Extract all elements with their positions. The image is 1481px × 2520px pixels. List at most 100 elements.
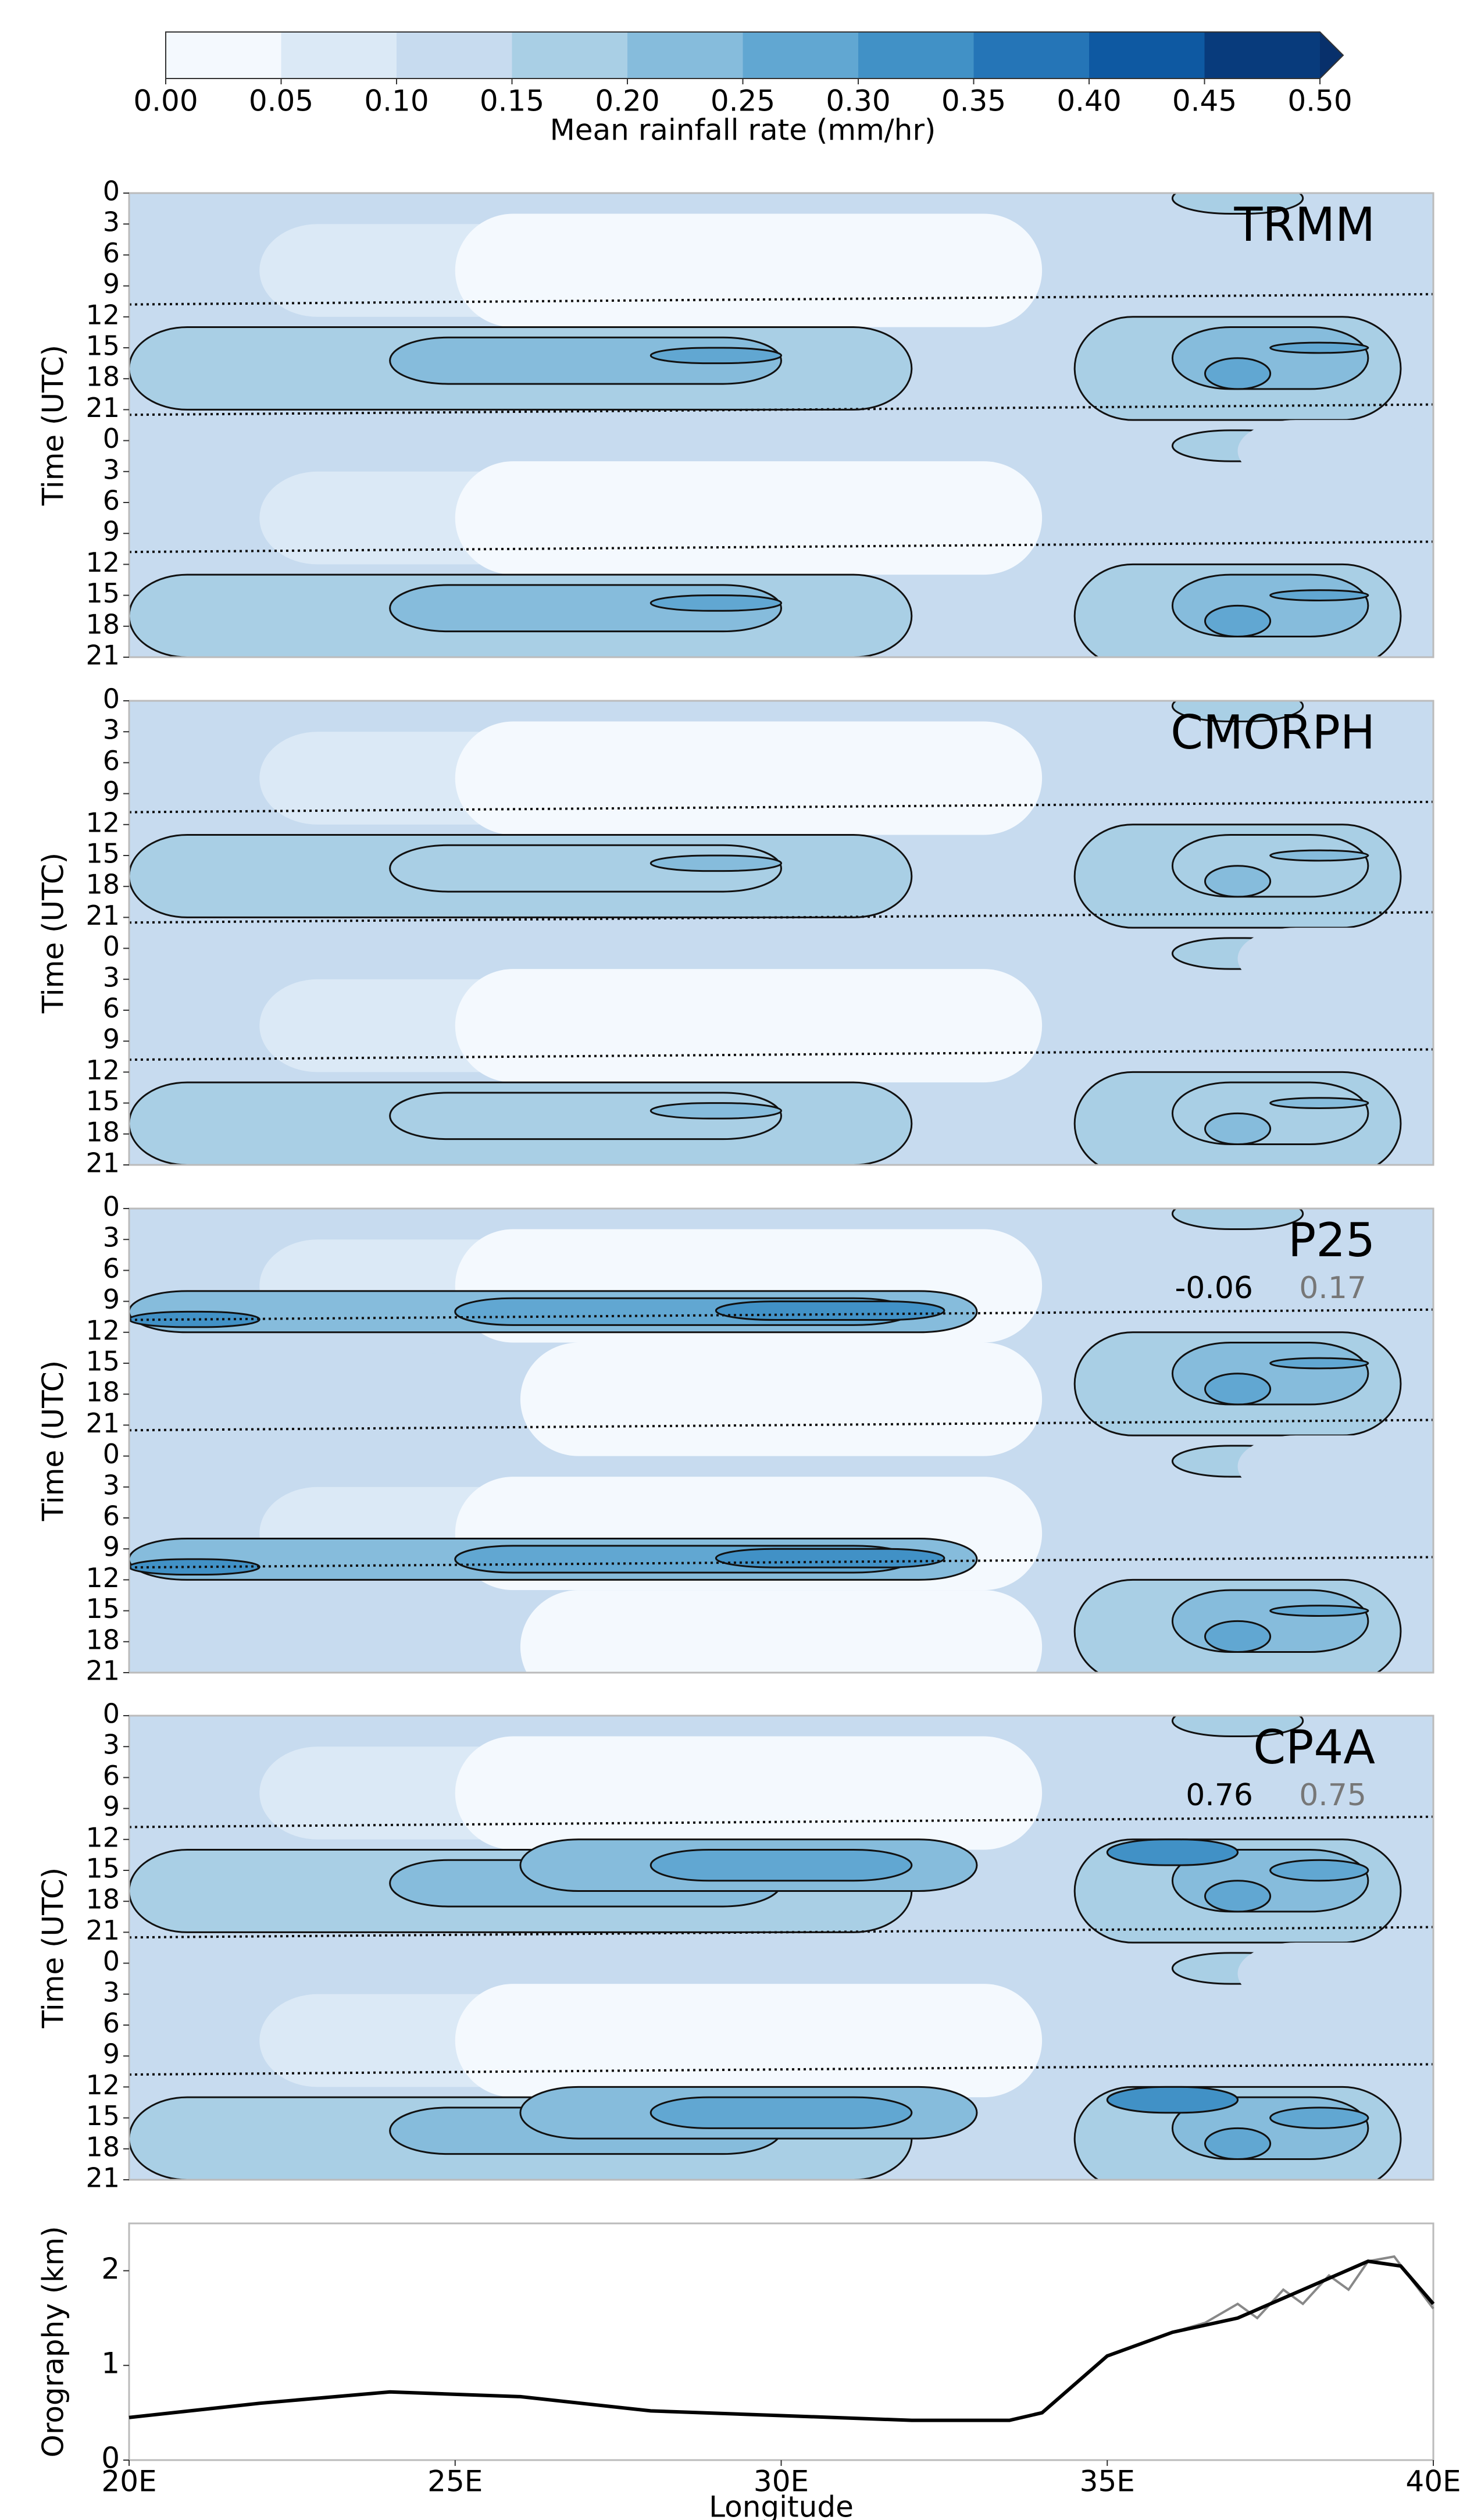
terminator-line	[129, 1048, 1433, 1061]
field-region	[1204, 865, 1272, 898]
y-axis-label: Time (UTC)	[37, 853, 70, 1014]
field-region	[1237, 1435, 1433, 1498]
field-region	[650, 854, 782, 872]
field-region	[1269, 341, 1369, 354]
color-level	[858, 32, 974, 79]
color-level	[743, 32, 858, 79]
color-level	[512, 32, 627, 79]
colorbar-tick-label: 0.05	[249, 84, 313, 118]
y-tick-label: 3	[103, 454, 120, 485]
y-tick-label: 2	[101, 2252, 120, 2286]
terminator-line	[129, 293, 1433, 306]
y-tick-label: 6	[103, 1760, 120, 1791]
field	[129, 701, 1433, 1165]
y-tick-label: 6	[103, 745, 120, 776]
field-region	[1171, 193, 1304, 215]
panel-frame	[128, 700, 1434, 1166]
y-tick-label: 3	[103, 206, 120, 238]
field-region	[715, 1300, 945, 1321]
panel-frame	[128, 1207, 1434, 1674]
color-level	[627, 32, 743, 79]
y-tick-label: 15	[85, 578, 120, 609]
terminator-line	[129, 800, 1433, 814]
y-tick-label: 6	[103, 1253, 120, 1284]
colorbar-tick-label: 0.50	[1287, 84, 1352, 118]
field-region	[650, 347, 782, 365]
field-region	[1171, 701, 1304, 722]
y-tick-label: 18	[85, 1377, 120, 1408]
y-tick-label: 12	[85, 807, 120, 838]
y-tick-label: 3	[103, 1976, 120, 2008]
y-tick-label: 3	[103, 1729, 120, 1760]
y-tick-label: 0	[103, 931, 120, 962]
y-tick-label: 18	[85, 608, 120, 640]
y-tick-label: 0	[103, 683, 120, 715]
field-region	[1237, 928, 1433, 990]
y-tick-label: 3	[103, 1222, 120, 1253]
field-region	[1171, 834, 1369, 898]
y-tick-label: 3	[103, 714, 120, 746]
y-tick-label: 15	[85, 2100, 120, 2132]
colorbar-tick-label: 0.30	[826, 84, 890, 118]
field-region	[1171, 1081, 1369, 1146]
y-tick-label: 15	[85, 1853, 120, 1884]
field-region	[1269, 2106, 1369, 2129]
y-tick-label: 6	[103, 237, 120, 269]
y-tick-label: 6	[103, 1500, 120, 1532]
y-tick-label: 3	[103, 961, 120, 993]
y-tick-label: 21	[85, 1407, 120, 1439]
field-region	[1238, 2190, 1433, 2252]
panel-title: P25	[1288, 1213, 1375, 1267]
field-region	[1269, 1859, 1369, 1882]
field-region	[455, 461, 1043, 575]
y-tick-label: 21	[85, 900, 120, 931]
color-level	[281, 32, 397, 79]
field-region	[1269, 1605, 1369, 1617]
y-tick-label: 18	[85, 1884, 120, 1915]
field-region	[1204, 1373, 1272, 1406]
field-region	[455, 969, 1043, 1083]
y-tick-label: 0	[103, 1191, 120, 1222]
colorbar-tick-label: 0.25	[711, 84, 775, 118]
field-region	[1204, 2127, 1272, 2161]
field-region	[1237, 1942, 1433, 2005]
field-region	[650, 1102, 782, 1120]
colorbar-tick-label: 0.00	[133, 84, 198, 118]
field-region	[650, 1849, 913, 1882]
y-tick-label: 9	[103, 1531, 120, 1563]
field-region	[1269, 1097, 1369, 1109]
field	[129, 1209, 1433, 1673]
terminator-line	[129, 403, 1433, 416]
terminator-line	[129, 911, 1433, 924]
y-tick-label: 12	[85, 1562, 120, 1594]
colorbar-tick-label: 0.15	[480, 84, 544, 118]
panel-frame	[128, 192, 1434, 658]
y-tick-label: 15	[85, 838, 120, 869]
y-tick-label: 21	[85, 392, 120, 423]
panel-title: CP4A	[1253, 1720, 1375, 1774]
y-tick-label: 18	[85, 1116, 120, 1147]
score: 0.75	[1299, 1778, 1366, 1813]
y-tick-label: 15	[85, 1085, 120, 1117]
y-tick-label: 21	[85, 2162, 120, 2194]
y-tick-label: 21	[85, 1147, 120, 1179]
field-region	[520, 1342, 1043, 1456]
y-tick-label: 18	[85, 1624, 120, 1655]
panel-frame	[128, 1715, 1434, 2181]
y-tick-label: 3	[103, 1469, 120, 1500]
field-region	[1204, 1620, 1272, 1653]
y-axis-label: Time (UTC)	[37, 1867, 70, 2029]
y-tick-label: 21	[85, 1655, 120, 1687]
field-region	[1171, 1589, 1369, 1653]
y-tick-label: 0	[103, 1945, 120, 1977]
color-level	[973, 32, 1089, 79]
field-region	[1204, 604, 1272, 638]
field-region	[1204, 1880, 1272, 1913]
y-tick-label: 1	[101, 2347, 120, 2380]
y-axis-label: Orography (km)	[37, 2226, 70, 2458]
y-tick-label: 0	[103, 423, 120, 454]
score: -0.06	[1175, 1271, 1253, 1306]
score: 0.76	[1186, 1778, 1253, 1813]
terminator-line	[129, 1556, 1433, 1569]
